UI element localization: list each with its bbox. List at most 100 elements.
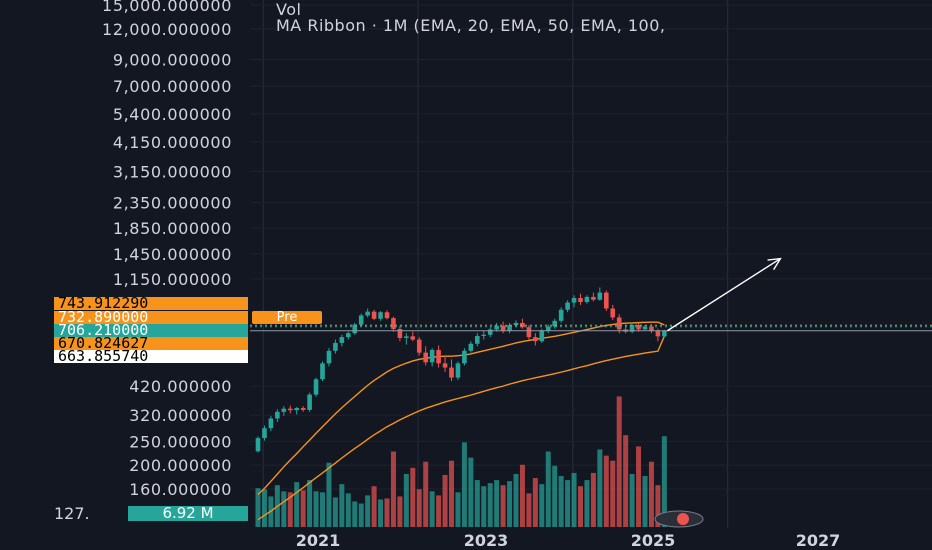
volume-bar	[648, 461, 654, 527]
candle-body	[320, 363, 325, 380]
y-tick-label: 9,000.000000	[113, 50, 232, 69]
volume-bar	[390, 451, 396, 527]
flash-icon	[677, 513, 689, 525]
volume-bar	[481, 486, 487, 527]
candle-body	[552, 320, 557, 327]
y-tick-label: 7,000.000000	[113, 77, 232, 96]
volume-bar	[429, 491, 435, 527]
volume-bar	[545, 451, 551, 527]
y-tick-label: 200.000000	[129, 456, 232, 475]
volume-bar	[326, 462, 332, 527]
volume-bar	[539, 484, 545, 527]
candle-body	[487, 329, 493, 335]
volume-bar	[300, 490, 306, 527]
volume-bar	[565, 480, 571, 527]
volume-bar	[461, 442, 467, 527]
candle-body	[333, 342, 338, 351]
y-tick-label: 2,350.000000	[113, 194, 232, 213]
volume-bar	[494, 480, 500, 527]
x-tick-label: 2027	[796, 531, 841, 550]
candle-body	[371, 311, 377, 319]
volume-bar	[339, 484, 345, 527]
y-tick-label: 1,450.000000	[113, 245, 232, 264]
volume-tag: 6.92 M	[128, 506, 248, 521]
x-tick-label: 2021	[296, 531, 341, 550]
volume-bar	[487, 483, 493, 527]
price-axis[interactable]: 15,000.000000 12,000.000000 9,000.000000 7,…	[102, 0, 232, 499]
projection-arrow-line	[666, 257, 781, 332]
candle-body	[545, 326, 551, 331]
volume-bar	[423, 461, 429, 527]
volume-bar	[532, 478, 538, 527]
volume-bar	[655, 485, 661, 527]
candle-body	[326, 350, 332, 364]
volume-bar	[558, 476, 564, 527]
volume-bar	[636, 446, 642, 527]
volume-bar	[345, 493, 351, 527]
y-tick-label: 1,850.000000	[113, 219, 232, 238]
volume-bar	[526, 493, 532, 527]
projection-arrow-head	[767, 257, 782, 270]
candle-body	[468, 343, 474, 351]
volume-bar	[313, 491, 319, 527]
candle-body	[649, 326, 654, 331]
price-tag-premarket: 732.890000	[54, 310, 248, 325]
price-tag-ema-low: 663.855740	[54, 349, 248, 364]
chart-overlay	[250, 257, 932, 528]
volume-bar	[436, 495, 442, 527]
volume-bar	[281, 491, 287, 527]
volume-bar	[578, 486, 583, 527]
candle-body	[526, 327, 532, 338]
volume-bar	[500, 485, 506, 527]
time-axis[interactable]: 2021 2023 2025 2027	[296, 531, 841, 550]
volume-bar	[358, 503, 364, 527]
volume-bar	[597, 449, 603, 527]
candle-body	[275, 411, 280, 419]
volume-bar	[255, 488, 261, 527]
candle-body	[268, 418, 274, 429]
candle-body	[597, 292, 603, 300]
candle-body	[287, 408, 293, 411]
volume-bar	[371, 486, 377, 527]
volume-bar	[397, 496, 403, 527]
volume-bar	[474, 480, 480, 527]
chart-legend: Vol MA Ribbon · 1M (EMA, 20, EMA, 50, EM…	[276, 2, 666, 34]
volume-bar	[261, 489, 267, 527]
volume-bar	[590, 472, 596, 527]
candle-body	[358, 315, 364, 325]
legend-ma-ribbon: MA Ribbon · 1M (EMA, 20, EMA, 50, EMA, 1…	[276, 16, 666, 35]
volume-bar	[378, 499, 384, 527]
candle-body	[455, 363, 461, 378]
candle-body	[429, 349, 435, 363]
y-tick-label: 15,000.000000	[102, 0, 232, 15]
legend-volume: Vol	[276, 0, 302, 19]
candlesticks	[255, 287, 667, 453]
volume-bar	[332, 497, 338, 527]
candle-body	[404, 336, 409, 338]
volume-bar	[294, 482, 300, 527]
volume-bar	[507, 481, 513, 527]
x-tick-label: 2025	[631, 531, 676, 550]
candle-body	[565, 302, 570, 310]
volume-bar	[287, 492, 293, 527]
volume-bar	[623, 435, 629, 527]
candle-body	[533, 337, 538, 342]
y-tick-label: 12,000.000000	[102, 20, 232, 39]
volume-bar	[616, 396, 622, 527]
volume-axis-label: 127.	[54, 504, 90, 523]
volume-bar	[416, 489, 422, 527]
candle-body	[494, 325, 499, 330]
candle-body	[416, 339, 422, 353]
candle-body	[539, 330, 545, 342]
volume-bar	[642, 476, 648, 527]
candle-body	[655, 330, 661, 337]
price-tag-ema-high: 743.912290	[54, 296, 248, 311]
x-tick-label: 2023	[464, 531, 509, 550]
volume-bar	[468, 457, 474, 527]
candle-body	[636, 325, 641, 330]
y-tick-label: 5,400.000000	[113, 105, 232, 124]
candle-body	[410, 336, 416, 340]
candle-body	[584, 296, 590, 302]
candle-body	[616, 317, 622, 330]
